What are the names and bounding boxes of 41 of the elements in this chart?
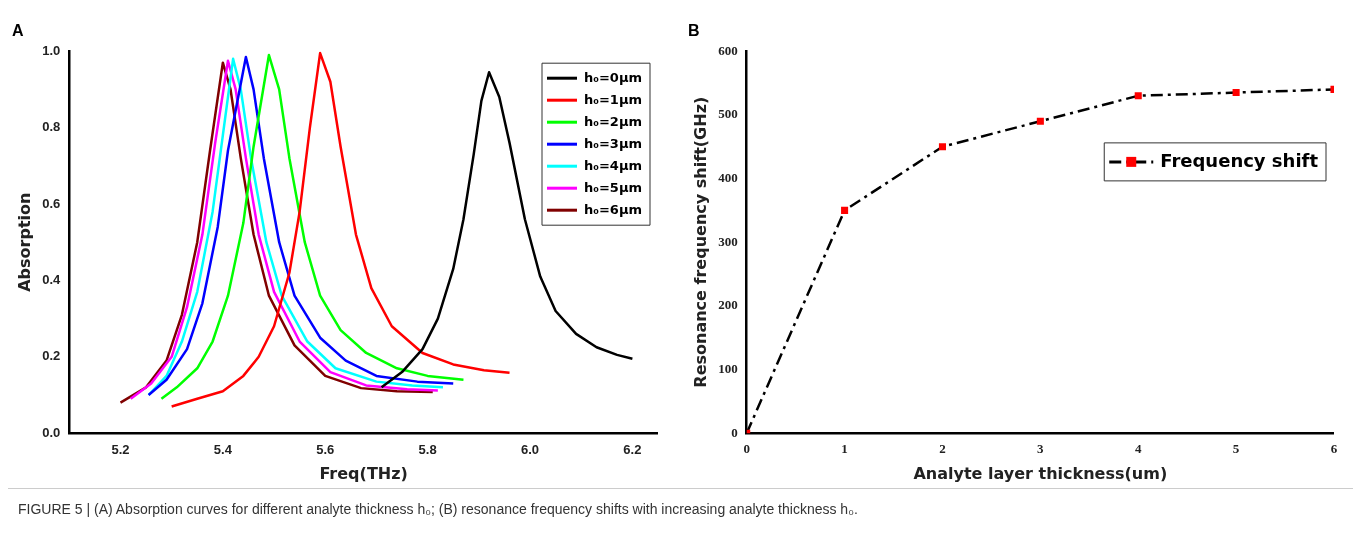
legend-label: h₀=1μm — [584, 91, 642, 107]
y-tick-label: 0 — [731, 424, 738, 440]
y-tick-label: 0.2 — [42, 348, 61, 364]
legend-label: h₀=5μm — [584, 179, 642, 195]
y-tick-label: 0.4 — [42, 271, 62, 287]
legend-label: Frequency shift — [1160, 149, 1319, 171]
legend-label: h₀=2μm — [584, 113, 642, 129]
legend-label: h₀=0μm — [584, 69, 642, 85]
x-tick-label: 4 — [1134, 441, 1142, 457]
x-tick-label: 1 — [841, 441, 848, 457]
x-tick-label: 5.2 — [111, 441, 130, 457]
y-tick-label: 0.8 — [42, 119, 61, 135]
x-tick-label: 6.0 — [520, 441, 540, 457]
y-tick-label: 100 — [718, 360, 738, 376]
legend-label: h₀=4μm — [584, 157, 642, 173]
x-axis-title: Freq(THz) — [319, 463, 408, 483]
y-tick-label: 0.6 — [42, 195, 61, 211]
y-tick-label: 300 — [718, 233, 738, 249]
x-axis-title: Analyte layer thickness(um) — [913, 463, 1168, 483]
y-axis-title: Resonance frequency shift(GHz) — [690, 96, 710, 388]
x-tick-label: 6 — [1330, 441, 1338, 457]
y-tick-label: 400 — [718, 169, 738, 185]
x-tick-label: 5.6 — [316, 441, 335, 457]
x-tick-label: 5 — [1232, 441, 1240, 457]
y-tick-label: 600 — [718, 42, 738, 58]
legend-label: h₀=6μm — [584, 201, 642, 217]
y-tick-label: 200 — [718, 297, 738, 313]
y-axis-title: Absorption — [14, 192, 34, 292]
y-tick-label: 0.0 — [42, 424, 61, 440]
legend-label: h₀=3μm — [584, 135, 642, 151]
x-tick-label: 3 — [1037, 441, 1045, 457]
y-tick-label: 1.0 — [42, 42, 61, 58]
x-tick-label: 2 — [939, 441, 946, 457]
chart-title: B — [688, 22, 700, 40]
y-tick-label: 500 — [718, 106, 738, 122]
x-tick-label: 5.8 — [418, 441, 437, 457]
x-tick-label: 0 — [743, 441, 750, 457]
caption: FIGURE 5 | (A) Absorption curves for different analyte thickness h₀; (B) resonance frequency shifts with increasing analyte thickness h₀. — [8, 488, 1353, 529]
x-tick-label: 6.2 — [623, 441, 642, 457]
x-tick-label: 5.4 — [213, 441, 233, 457]
chart-title: A — [12, 22, 24, 40]
